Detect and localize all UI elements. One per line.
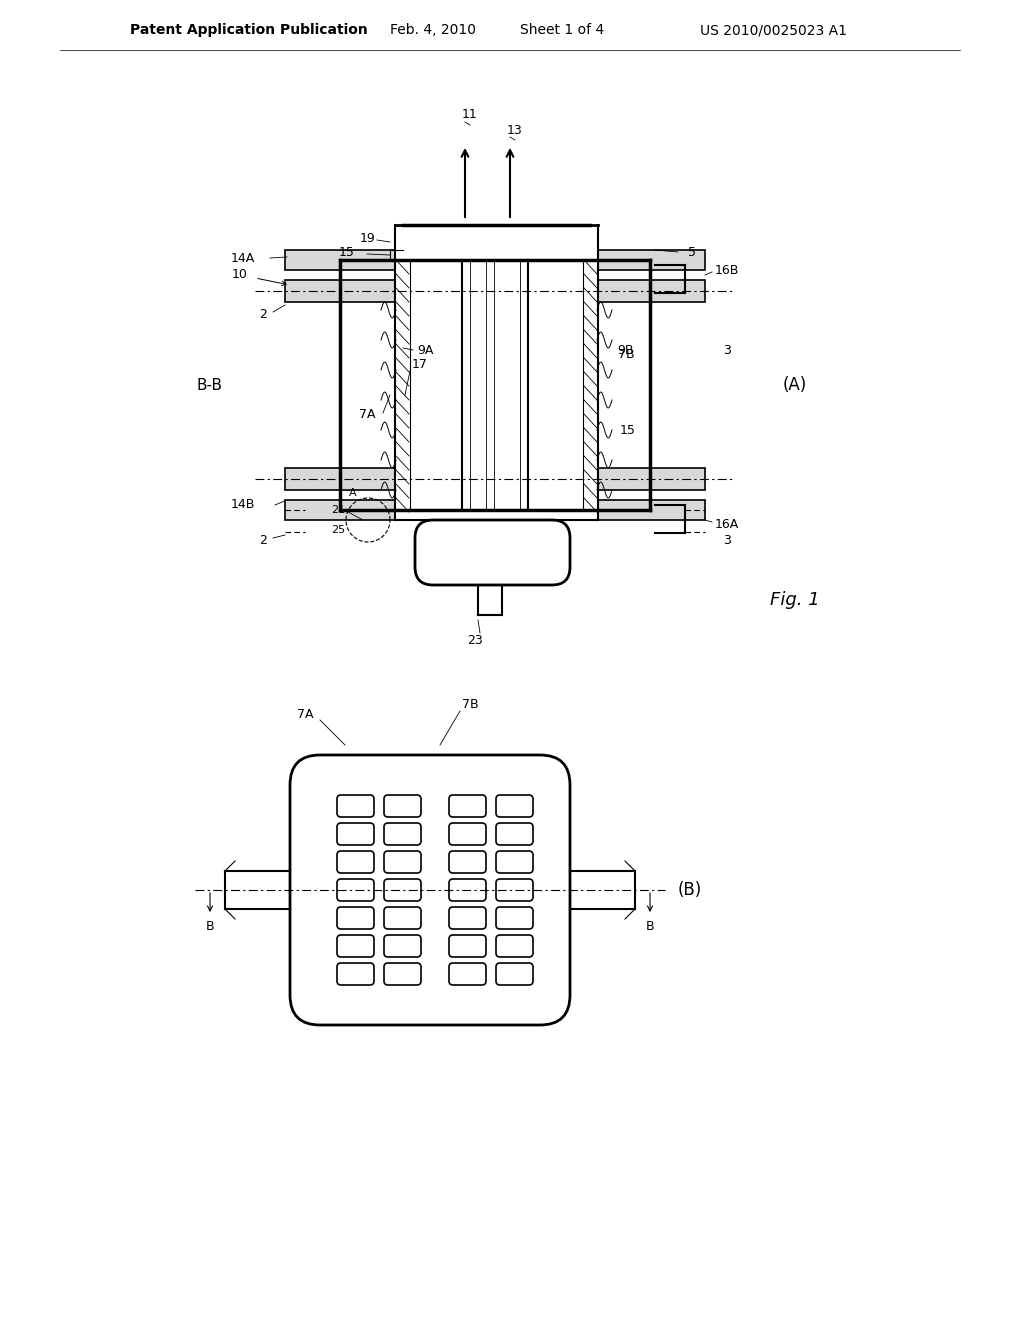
FancyBboxPatch shape bbox=[449, 907, 486, 929]
FancyBboxPatch shape bbox=[384, 879, 421, 902]
FancyBboxPatch shape bbox=[384, 795, 421, 817]
Text: 21: 21 bbox=[331, 506, 345, 515]
FancyBboxPatch shape bbox=[337, 907, 374, 929]
FancyBboxPatch shape bbox=[496, 851, 534, 873]
Text: 14B: 14B bbox=[230, 499, 255, 511]
Text: 15: 15 bbox=[339, 246, 355, 259]
Bar bbox=[285, 249, 395, 271]
Text: Feb. 4, 2010: Feb. 4, 2010 bbox=[390, 22, 476, 37]
Text: 15: 15 bbox=[621, 424, 636, 437]
FancyBboxPatch shape bbox=[337, 822, 374, 845]
Bar bbox=[598, 249, 705, 271]
FancyBboxPatch shape bbox=[449, 822, 486, 845]
FancyBboxPatch shape bbox=[449, 964, 486, 985]
FancyBboxPatch shape bbox=[449, 851, 486, 873]
Bar bbox=[285, 469, 395, 490]
Text: (B): (B) bbox=[678, 880, 702, 899]
Text: (A): (A) bbox=[783, 376, 807, 393]
Text: 16A: 16A bbox=[715, 519, 739, 532]
Text: 13: 13 bbox=[507, 124, 523, 136]
Text: 7B: 7B bbox=[462, 698, 478, 711]
FancyBboxPatch shape bbox=[384, 907, 421, 929]
Bar bbox=[285, 500, 395, 520]
FancyBboxPatch shape bbox=[496, 907, 534, 929]
Text: 3: 3 bbox=[723, 533, 731, 546]
Text: Patent Application Publication: Patent Application Publication bbox=[130, 22, 368, 37]
Text: 10: 10 bbox=[232, 268, 248, 281]
Text: 2: 2 bbox=[259, 309, 267, 322]
FancyBboxPatch shape bbox=[496, 879, 534, 902]
FancyBboxPatch shape bbox=[337, 879, 374, 902]
FancyBboxPatch shape bbox=[337, 795, 374, 817]
Text: 16B: 16B bbox=[715, 264, 739, 276]
Text: 7A: 7A bbox=[358, 408, 375, 421]
FancyBboxPatch shape bbox=[384, 964, 421, 985]
FancyBboxPatch shape bbox=[496, 822, 534, 845]
Text: 5: 5 bbox=[688, 246, 696, 259]
Bar bbox=[285, 280, 395, 302]
Text: A: A bbox=[349, 488, 356, 498]
Bar bbox=[598, 469, 705, 490]
Text: 17: 17 bbox=[412, 359, 428, 371]
FancyBboxPatch shape bbox=[337, 851, 374, 873]
FancyBboxPatch shape bbox=[496, 795, 534, 817]
FancyBboxPatch shape bbox=[449, 935, 486, 957]
FancyBboxPatch shape bbox=[415, 520, 570, 585]
FancyBboxPatch shape bbox=[290, 755, 570, 1026]
Text: 2: 2 bbox=[259, 533, 267, 546]
Text: Sheet 1 of 4: Sheet 1 of 4 bbox=[520, 22, 604, 37]
Bar bbox=[598, 500, 705, 520]
Text: 25: 25 bbox=[331, 525, 345, 535]
Text: 9A: 9A bbox=[417, 343, 433, 356]
Text: 7A: 7A bbox=[297, 709, 313, 722]
Text: 3: 3 bbox=[723, 343, 731, 356]
Bar bbox=[598, 280, 705, 302]
Text: Fig. 1: Fig. 1 bbox=[770, 591, 820, 609]
FancyBboxPatch shape bbox=[384, 822, 421, 845]
FancyBboxPatch shape bbox=[496, 964, 534, 985]
Text: 9B: 9B bbox=[617, 343, 634, 356]
Text: 7B: 7B bbox=[617, 348, 634, 362]
Text: 11: 11 bbox=[462, 108, 478, 121]
FancyBboxPatch shape bbox=[337, 964, 374, 985]
FancyBboxPatch shape bbox=[337, 935, 374, 957]
FancyBboxPatch shape bbox=[496, 935, 534, 957]
Text: 19: 19 bbox=[359, 231, 375, 244]
Text: 14A: 14A bbox=[230, 252, 255, 264]
Text: US 2010/0025023 A1: US 2010/0025023 A1 bbox=[700, 22, 847, 37]
FancyBboxPatch shape bbox=[449, 795, 486, 817]
Text: 23: 23 bbox=[467, 634, 483, 647]
FancyBboxPatch shape bbox=[384, 851, 421, 873]
FancyBboxPatch shape bbox=[449, 879, 486, 902]
FancyBboxPatch shape bbox=[384, 935, 421, 957]
Text: B: B bbox=[206, 920, 214, 933]
Text: B-B: B-B bbox=[197, 378, 223, 392]
Text: B: B bbox=[646, 920, 654, 933]
